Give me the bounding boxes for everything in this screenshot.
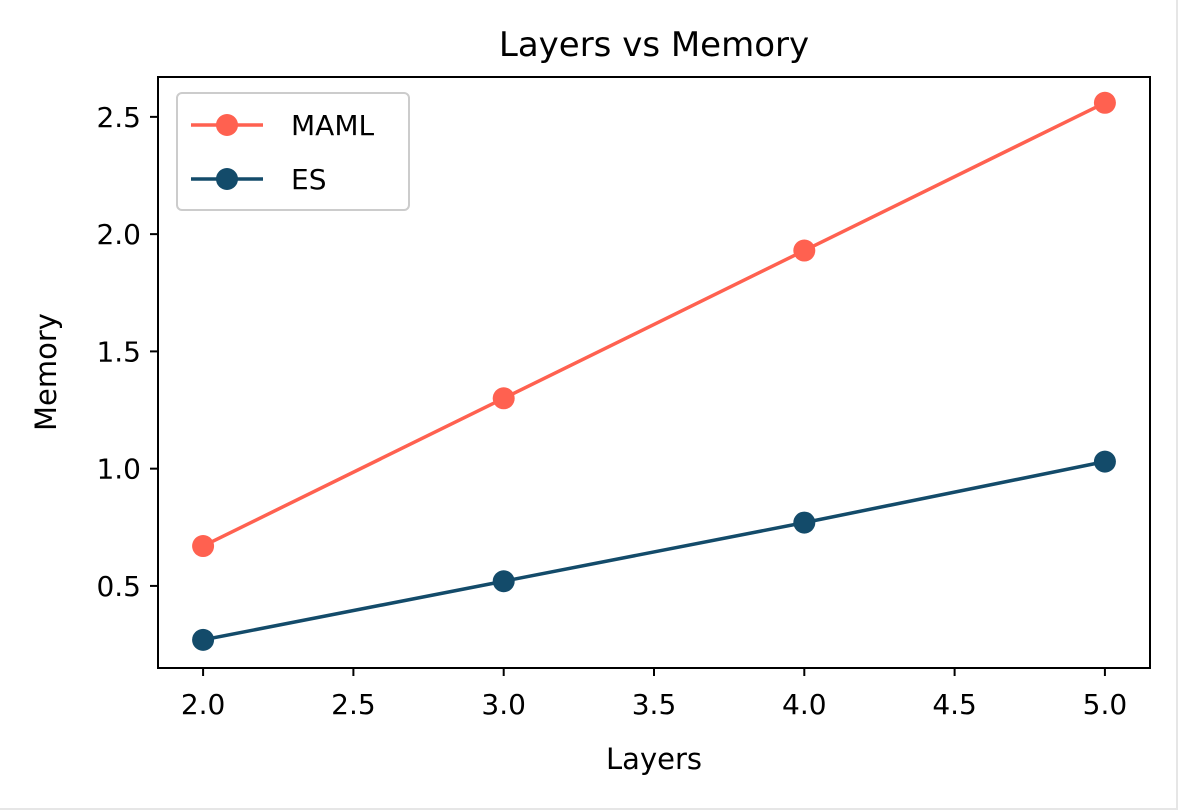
y-tick-label: 2.0 xyxy=(96,218,141,251)
series-layer xyxy=(192,91,1116,651)
es-series-line xyxy=(201,459,1107,642)
x-axis-label: Layers xyxy=(606,742,702,776)
y-tick-label: 2.5 xyxy=(96,101,141,134)
es-data-point xyxy=(793,511,816,534)
legend-es-marker xyxy=(216,168,238,190)
es-data-point xyxy=(492,570,515,593)
maml-data-point xyxy=(492,387,515,410)
x-tick-label: 3.0 xyxy=(481,688,526,721)
es-data-point xyxy=(1093,450,1116,473)
x-tick-label: 4.0 xyxy=(782,688,827,721)
es-data-point xyxy=(192,628,215,651)
x-tick-label: 4.5 xyxy=(932,688,977,721)
x-tick-label: 5.0 xyxy=(1083,688,1128,721)
y-axis-label: Memory xyxy=(29,313,63,431)
legend: MAML ES xyxy=(176,92,410,211)
y-tick-label: 1.0 xyxy=(96,453,141,486)
chart-title: Layers vs Memory xyxy=(499,25,809,65)
legend-es-label: ES xyxy=(291,163,326,196)
x-tick-label: 3.5 xyxy=(632,688,677,721)
maml-data-point xyxy=(192,535,215,558)
y-axis: 0.5 1.0 1.5 2.0 2.5 xyxy=(96,101,158,603)
x-tick-label: 2.5 xyxy=(331,688,376,721)
y-tick-label: 0.5 xyxy=(96,570,141,603)
x-tick-label: 2.0 xyxy=(181,688,226,721)
x-axis: 2.0 2.5 3.0 3.5 4.0 4.5 5.0 xyxy=(181,668,1127,721)
maml-data-point xyxy=(1093,91,1116,114)
maml-data-point xyxy=(793,239,816,262)
legend-maml-label: MAML xyxy=(291,109,374,142)
legend-maml-marker xyxy=(216,114,238,136)
maml-series-line xyxy=(200,100,1108,549)
y-tick-label: 1.5 xyxy=(96,335,141,368)
